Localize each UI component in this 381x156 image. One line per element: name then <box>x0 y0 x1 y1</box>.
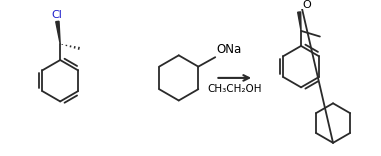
Polygon shape <box>298 12 301 31</box>
Polygon shape <box>56 21 60 44</box>
Text: ONa: ONa <box>216 43 242 56</box>
Text: Cl: Cl <box>51 10 62 20</box>
Text: CH₃CH₂OH: CH₃CH₂OH <box>208 84 262 94</box>
Text: O: O <box>302 0 311 10</box>
